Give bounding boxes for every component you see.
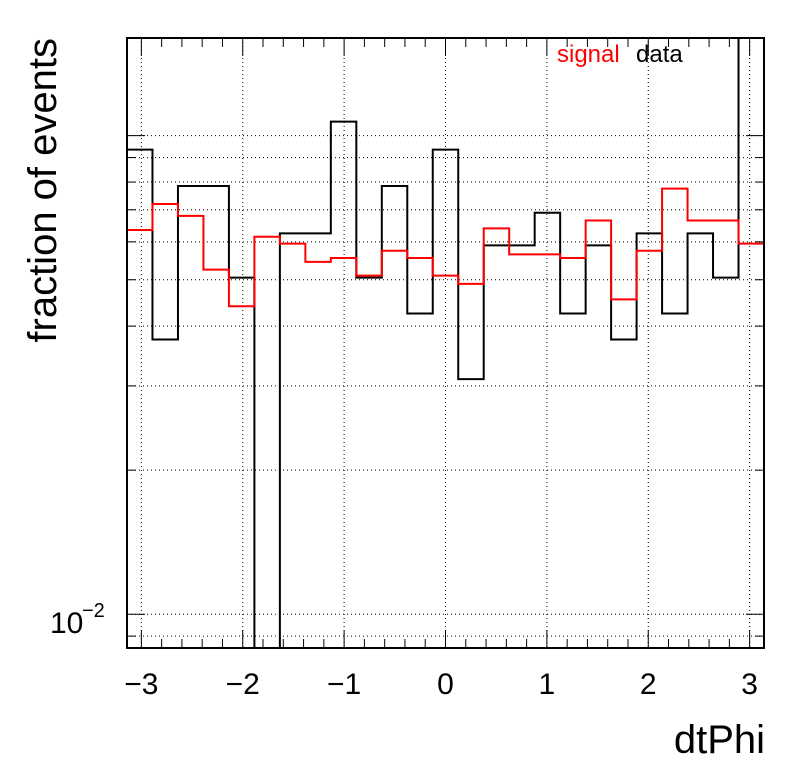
legend-entry-signal: signal [557, 41, 620, 68]
series-layer [126, 37, 764, 649]
legend-entry-data: data [636, 41, 683, 68]
y-tick-labels: 10−2 [50, 600, 105, 640]
x-tick-label: −2 [226, 668, 260, 701]
x-tick-label: 2 [640, 668, 657, 701]
y-tick-label-exponent: −2 [82, 600, 105, 622]
x-tick-label: 0 [437, 668, 454, 701]
grid [127, 38, 764, 648]
x-axis-title: dtPhi [674, 718, 765, 762]
x-tick-label: 1 [539, 668, 556, 701]
x-tick-labels: −3 −2 −1 0 1 2 3 [124, 668, 758, 701]
y-tick-label-base: 10 [50, 607, 83, 640]
x-tick-label: 3 [741, 668, 758, 701]
series-signal-histogram [126, 187, 764, 648]
y-axis-title: fraction of events [21, 38, 65, 343]
legend: signal data [557, 41, 683, 68]
axis-ticks [127, 38, 764, 648]
x-tick-label: −1 [327, 668, 361, 701]
x-tick-label: −3 [124, 668, 158, 701]
